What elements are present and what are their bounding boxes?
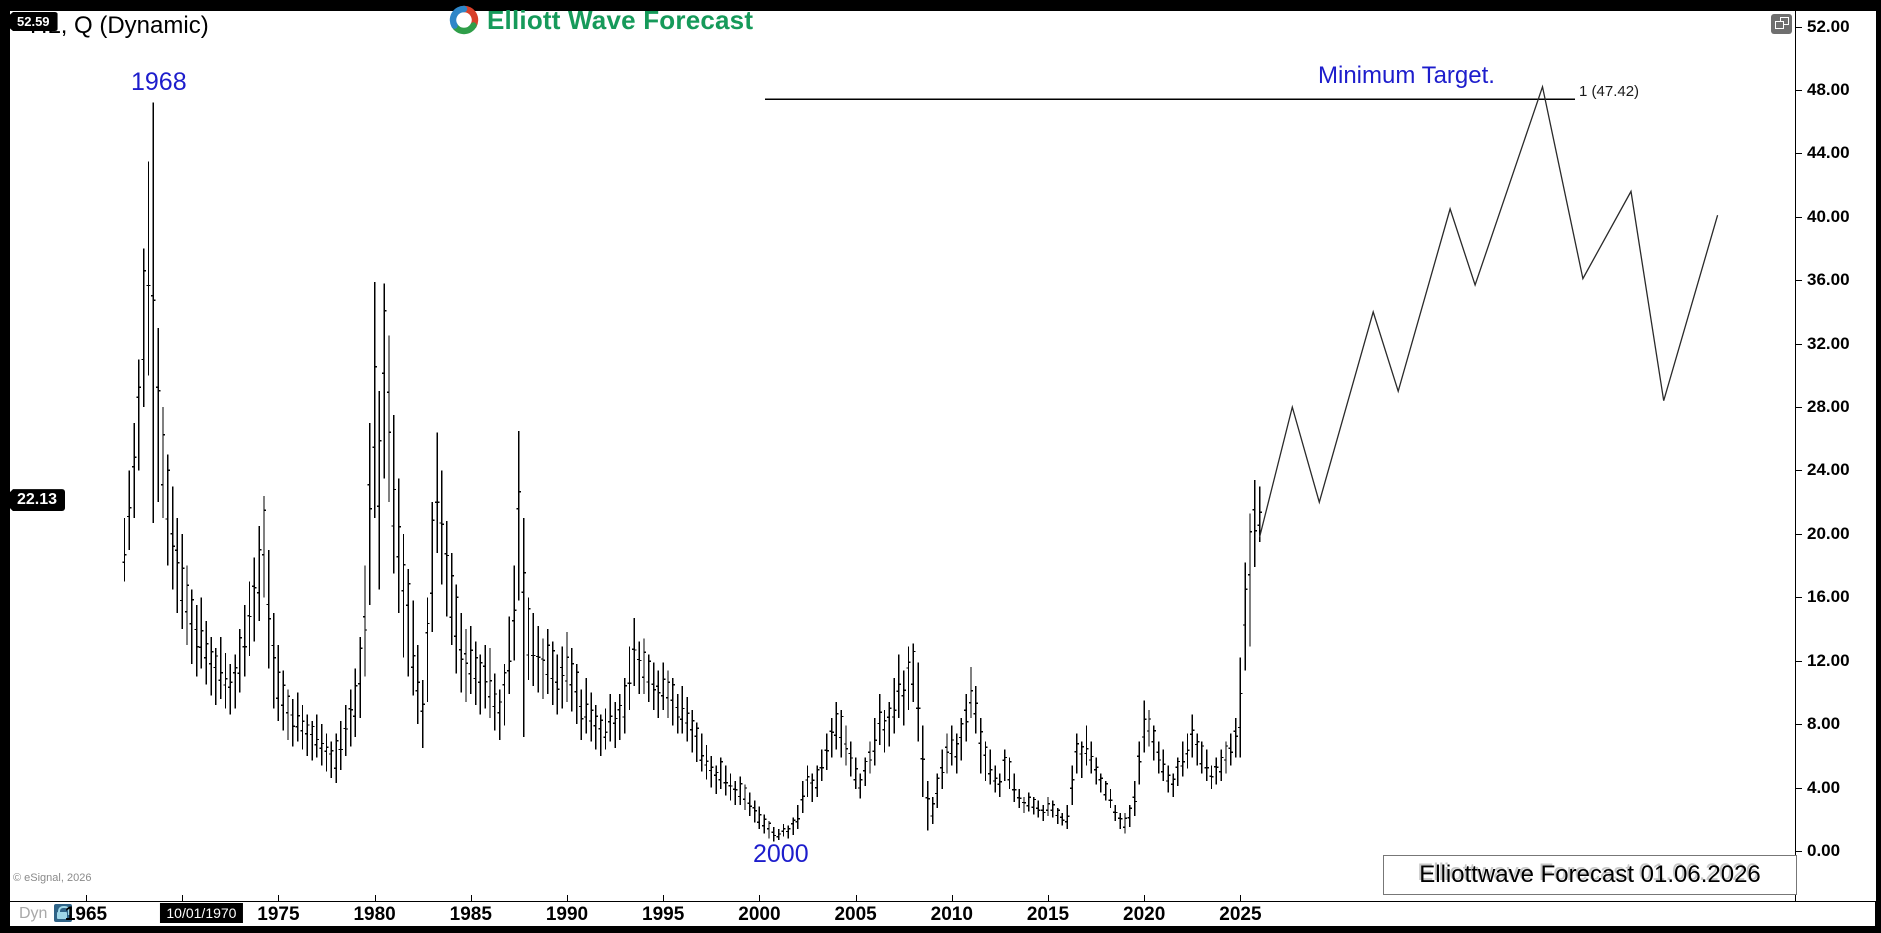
time-axis-tick (759, 895, 761, 902)
price-axis-tick (1796, 597, 1802, 599)
price-bars (122, 102, 1262, 842)
price-axis-label: 32.00 (1807, 333, 1850, 353)
time-axis-label: 2015 (1026, 904, 1070, 925)
price-axis-label: 44.00 (1807, 143, 1850, 163)
time-axis-label: 2020 (1123, 904, 1166, 925)
time-axis-label: 1980 (353, 904, 396, 925)
time-axis-tick (855, 895, 857, 902)
time-axis-tick (1144, 895, 1146, 902)
forecast-watermark-box: Elliottwave Forecast 01.06.2026 (1383, 855, 1797, 895)
price-axis-label: 48.00 (1807, 79, 1850, 99)
dyn-mode-label: Dyn (19, 905, 48, 922)
brand-logo: Elliott Wave Forecast (448, 4, 753, 36)
price-axis-label: 8.00 (1807, 714, 1841, 734)
annotation-2000: 2000 (753, 840, 809, 868)
price-axis-tick (1796, 660, 1802, 662)
price-axis-tick (1796, 470, 1802, 472)
time-axis-label: 1965 (64, 904, 108, 925)
time-axis-tick (86, 895, 87, 902)
time-axis-tick (1048, 895, 1049, 902)
time-axis-tick (663, 895, 665, 902)
price-axis-label: 28.00 (1807, 397, 1850, 417)
last-price-badge: 22.13 (2, 489, 66, 512)
annotation-target-level: 1 (47.42) (1579, 83, 1640, 100)
time-axis-tick (374, 895, 376, 902)
axis-lock-icon[interactable] (54, 904, 72, 922)
time-axis-tick (182, 895, 184, 902)
first-bar-date-badge: 10/01/1970 (160, 903, 243, 923)
annotation-1968: 1968 (131, 68, 187, 96)
high-price-badge: 52.59 (2, 12, 58, 31)
price-axis-tick (1796, 787, 1802, 789)
price-axis-tick (1796, 26, 1802, 28)
copyright-text: © eSignal, 2026 (13, 872, 92, 884)
brand-swirl-icon (448, 4, 480, 36)
price-axis-tick (1796, 533, 1802, 535)
price-axis-tick (1796, 851, 1802, 852)
time-axis[interactable]: Dyn 1965 1975 1980 1985 1990 1995 2000 2005 2010… (10, 895, 1875, 926)
price-axis-tick (1796, 89, 1802, 91)
price-axis-label: 24.00 (1807, 460, 1850, 480)
price-axis-label: 36.00 (1807, 270, 1850, 290)
time-axis-label: 2005 (834, 904, 877, 925)
lock-body (57, 912, 67, 919)
lock-shackle (58, 906, 70, 915)
price-axis-tick (1796, 407, 1802, 409)
time-axis-tick (278, 895, 280, 902)
price-axis-label: 40.00 (1807, 206, 1850, 226)
time-axis-label: 2000 (738, 904, 781, 925)
price-axis-tick (1796, 343, 1802, 345)
price-axis-label: 16.00 (1807, 587, 1850, 607)
price-axis[interactable]: 52.00 48.00 44.00 40.00 36.00 32.00 28.00 24.00… (1795, 11, 1876, 901)
time-axis-label: 1975 (257, 904, 300, 925)
time-axis-tick (567, 895, 568, 902)
price-axis-label: 12.00 (1807, 650, 1850, 670)
time-axis-label: 2010 (930, 904, 973, 925)
price-axis-label: 52.00 (1807, 16, 1850, 36)
annotation-minimum-target: Minimum Target. (1318, 62, 1495, 89)
restore-window-icon[interactable] (1771, 14, 1792, 34)
time-axis-label: 1990 (545, 904, 589, 925)
time-axis-tick (1240, 895, 1242, 902)
time-axis-label: 1985 (449, 904, 492, 925)
forecast-watermark-text: Elliottwave Forecast 01.06.2026 (1419, 861, 1761, 888)
time-axis-tick (470, 895, 472, 902)
brand-text: Elliott Wave Forecast (487, 4, 754, 35)
restore-square-front (1775, 21, 1784, 29)
price-axis-tick (1796, 153, 1802, 155)
price-axis-label: 4.00 (1807, 777, 1841, 797)
time-axis-label: 1995 (642, 904, 685, 925)
time-axis-tick (951, 895, 953, 902)
price-axis-tick (1796, 280, 1802, 282)
price-axis-label: 20.00 (1807, 523, 1850, 543)
price-axis-label: 0.00 (1807, 841, 1841, 860)
time-axis-label: 2025 (1219, 904, 1262, 925)
price-axis-tick (1796, 724, 1802, 726)
price-axis-tick (1796, 216, 1802, 218)
forecast-line (1258, 84, 1719, 538)
